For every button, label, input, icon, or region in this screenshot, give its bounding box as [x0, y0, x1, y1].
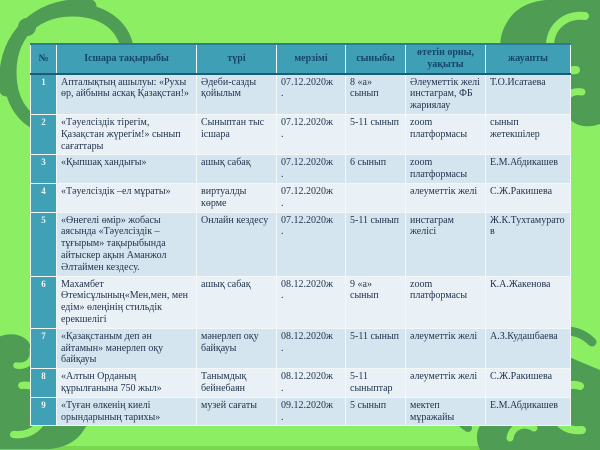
cell-topic: «Өнегелі өмір» жобасы аясында «Тәуелсізд…	[56, 211, 197, 277]
cell-venue: әлеуметтік желі	[405, 182, 486, 213]
header-responsible: жауапты	[485, 43, 571, 75]
cell-type: Онлайн кездесу	[196, 211, 277, 277]
cell-num: 4	[30, 182, 57, 213]
cell-venue: zoom платформасы	[405, 113, 486, 156]
cell-topic: Апталықтың ашылуы: «Рухы өр, айбыны аска…	[56, 73, 197, 115]
table-row: 1 Апталықтың ашылуы: «Рухы өр, айбыны аск…	[30, 73, 571, 115]
cell-venue: zoom платформасы	[405, 275, 486, 329]
cell-grade: 5 сынып	[345, 396, 406, 427]
table-header: № Ісшара тақырыбы түрі мерзімі сыныбы өт…	[30, 43, 571, 75]
cell-grade: 8 «а» сынып	[345, 73, 406, 115]
cell-grade: 9 «а» сынып	[345, 275, 406, 329]
table-row: 4 «Тәуелсіздік –ел мұраты» виртуалды көрме…	[30, 182, 571, 213]
cell-date: 08.12.2020ж .	[276, 275, 346, 329]
cell-grade: 5-11 сынып	[345, 327, 406, 370]
cell-type: Танымдық бейнебаян	[196, 368, 277, 398]
table-row: 6 Махамбет Өтемісұлының«Мен,мен, мен едім…	[30, 275, 571, 329]
events-table: № Ісшара тақырыбы түрі мерзімі сыныбы өт…	[30, 43, 571, 427]
cell-venue: zoom платформасы	[405, 154, 486, 184]
table-body: 1 Апталықтың ашылуы: «Рухы өр, айбыны аск…	[30, 73, 571, 427]
cell-num: 1	[30, 73, 57, 115]
cell-grade: 5-11 сынып	[345, 211, 406, 277]
cell-venue: әлеуметтік желі	[405, 327, 486, 370]
header-venue: өтетін орны, уақыты	[405, 43, 486, 75]
header-num: №	[30, 43, 57, 75]
cell-type: музей сағаты	[196, 396, 277, 427]
cell-topic: «Тәуелсіздік –ел мұраты»	[56, 182, 197, 213]
table-row: 3 «Қыпшақ хандығы» ашық сабақ 07.12.2020ж .…	[30, 154, 571, 184]
cell-num: 2	[30, 113, 57, 156]
cell-topic: «Алтын Орданың құрылғанына 750 жыл»	[56, 368, 197, 398]
cell-date: 07.12.2020ж .	[276, 73, 346, 115]
table-row: 7 «Қазақстаным деп ән айтамын» мәнерлеп о…	[30, 327, 571, 370]
cell-topic: «Тәуелсіздік тірегім, Қазақстан жүрегім!…	[56, 113, 197, 156]
cell-date: 07.12.2020ж .	[276, 211, 346, 277]
cell-responsible: К.А.Жакенова	[485, 275, 571, 329]
cell-type: Сыныптан тыс ісшара	[196, 113, 277, 156]
cell-venue: Әлеуметтік желі инстаграм, ФБ жариялау	[405, 73, 486, 115]
cell-num: 5	[30, 211, 57, 277]
cell-responsible: С.Ж.Ракишева	[485, 368, 571, 398]
cell-responsible: сынып жетекшілер	[485, 113, 571, 156]
table-row: 5 «Өнегелі өмір» жобасы аясында «Тәуелсіз…	[30, 211, 571, 277]
cell-date: 07.12.2020ж .	[276, 154, 346, 184]
cell-type: мәнерлеп оқу байқауы	[196, 327, 277, 370]
table-row: 8 «Алтын Орданың құрылғанына 750 жыл» Таны…	[30, 368, 571, 398]
cell-type: виртуалды көрме	[196, 182, 277, 213]
cell-venue: әлеуметтік желі	[405, 368, 486, 398]
cell-topic: «Туған өлкенің киелі орындарының тарихы»	[56, 396, 197, 427]
header-topic: Ісшара тақырыбы	[56, 43, 197, 75]
cell-num: 7	[30, 327, 57, 370]
cell-venue: инстаграм желісі	[405, 211, 486, 277]
cell-grade: 5-11 сыныптар	[345, 368, 406, 398]
cell-responsible: Е.М.Абдикашев	[485, 396, 571, 427]
bottom-edge-strip	[0, 446, 600, 450]
cell-num: 8	[30, 368, 57, 398]
cell-responsible: Т.О.Исатаева	[485, 73, 571, 115]
header-row: № Ісшара тақырыбы түрі мерзімі сыныбы өт…	[30, 43, 571, 75]
cell-date: 07.12.2020ж .	[276, 182, 346, 213]
cell-num: 9	[30, 396, 57, 427]
cell-date: 09.12.2020ж .	[276, 396, 346, 427]
cell-type: Әдеби-сазды қойылым	[196, 73, 277, 115]
table-row: 9 «Туған өлкенің киелі орындарының тарихы…	[30, 396, 571, 427]
cell-num: 3	[30, 154, 57, 184]
header-type: түрі	[196, 43, 277, 75]
cell-grade: 6 сынып	[345, 154, 406, 184]
header-grade: сыныбы	[345, 43, 406, 75]
cell-num: 6	[30, 275, 57, 329]
cell-venue: мектеп мұражайы	[405, 396, 486, 427]
cell-responsible: Е.М.Абдикашев	[485, 154, 571, 184]
cell-grade	[345, 182, 406, 213]
cell-grade: 5-11 сынып	[345, 113, 406, 156]
table-row: 2 «Тәуелсіздік тірегім, Қазақстан жүрегім…	[30, 113, 571, 156]
cell-topic: «Қыпшақ хандығы»	[56, 154, 197, 184]
header-date: мерзімі	[276, 43, 346, 75]
cell-topic: Махамбет Өтемісұлының«Мен,мен, мен едім»…	[56, 275, 197, 329]
cell-date: 08.12.2020ж .	[276, 327, 346, 370]
cell-type: ашық сабақ	[196, 154, 277, 184]
cell-responsible: С.Ж.Ракишева	[485, 182, 571, 213]
cell-responsible: Ж.К.Тухтамуратов	[485, 211, 571, 277]
cell-type: ашық сабақ	[196, 275, 277, 329]
cell-topic: «Қазақстаным деп ән айтамын» мәнерлеп оқ…	[56, 327, 197, 370]
cell-date: 07.12.2020ж .	[276, 113, 346, 156]
cell-date: 08.12.2020ж .	[276, 368, 346, 398]
cell-responsible: А.З.Кудашбаева	[485, 327, 571, 370]
